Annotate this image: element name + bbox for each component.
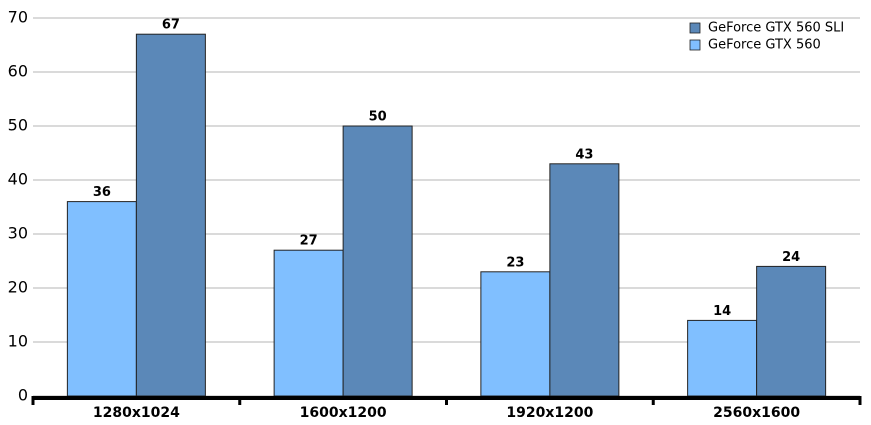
value-label: 24 bbox=[782, 250, 800, 265]
value-label: 36 bbox=[93, 185, 111, 200]
x-axis-tick bbox=[651, 396, 655, 405]
legend-swatch bbox=[689, 22, 701, 34]
y-tick-label: 20 bbox=[8, 278, 28, 297]
y-tick-label: 10 bbox=[8, 332, 28, 351]
x-tick-label: 1600x1200 bbox=[300, 405, 387, 421]
bar bbox=[135, 33, 206, 397]
value-label: 14 bbox=[713, 304, 731, 319]
y-tick-label: 50 bbox=[8, 116, 28, 135]
value-label: 50 bbox=[369, 110, 387, 125]
x-axis-tick bbox=[31, 396, 35, 405]
value-label: 23 bbox=[506, 255, 524, 270]
value-label: 27 bbox=[300, 234, 318, 249]
bar bbox=[549, 163, 620, 397]
bar bbox=[66, 201, 137, 397]
y-tick-label: 0 bbox=[18, 386, 28, 405]
legend-label: GeForce GTX 560 SLI bbox=[708, 21, 844, 36]
x-tick-label: 1280x1024 bbox=[93, 405, 180, 421]
bar bbox=[273, 249, 344, 397]
y-tick-label: 70 bbox=[8, 8, 28, 27]
bar bbox=[480, 271, 551, 397]
y-tick-label: 60 bbox=[8, 62, 28, 81]
value-label: 43 bbox=[575, 147, 593, 162]
x-tick-label: 1920x1200 bbox=[506, 405, 593, 421]
y-tick-label: 40 bbox=[8, 170, 28, 189]
bar bbox=[687, 319, 758, 397]
x-axis-tick bbox=[445, 396, 448, 405]
x-tick-label: 2560x1600 bbox=[713, 405, 800, 421]
legend-label: GeForce GTX 560 bbox=[708, 38, 821, 53]
y-tick-label: 30 bbox=[8, 224, 28, 243]
value-label: 67 bbox=[162, 18, 180, 33]
bar bbox=[342, 125, 413, 397]
bar bbox=[756, 265, 827, 397]
legend-swatch bbox=[689, 39, 701, 51]
x-axis-tick bbox=[238, 396, 242, 405]
x-axis-tick bbox=[858, 396, 862, 405]
